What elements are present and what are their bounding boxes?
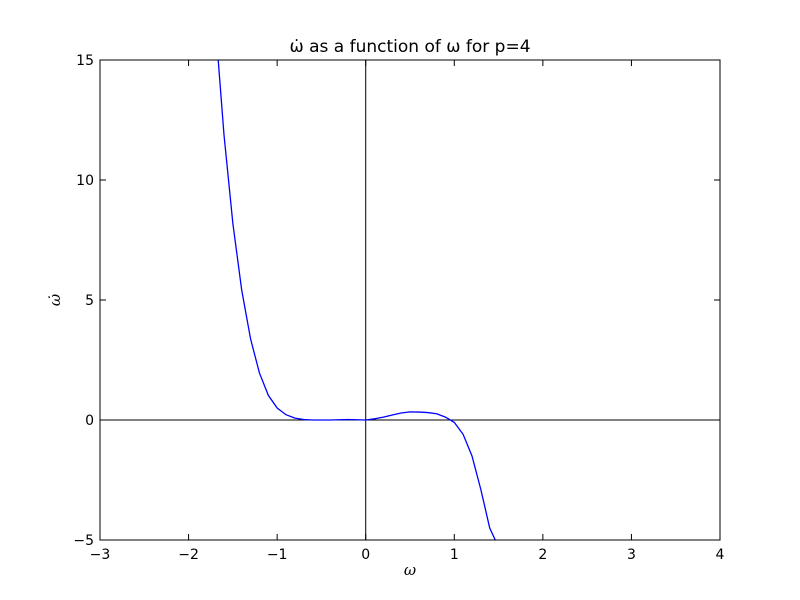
x-axis: −3 −2 −1 0 1 2 3 4	[90, 60, 725, 563]
x-tick-label: 3	[627, 547, 636, 563]
plot-frame	[99, 59, 721, 541]
y-tick-label: −5	[73, 533, 94, 549]
y-axis-label: ω̇	[46, 294, 64, 306]
chart-title: ω̇ as a function of ω for p=4	[289, 37, 530, 57]
y-tick-label: 5	[85, 293, 94, 309]
y-axis: −5 0 5 10 15	[73, 53, 720, 549]
x-tick-label: −1	[267, 547, 288, 563]
x-axis-label: ω	[404, 561, 416, 579]
x-tick-label: 2	[538, 547, 547, 563]
y-tick-label: 10	[76, 173, 94, 189]
x-tick-label: 0	[361, 547, 370, 563]
reference-lines	[100, 60, 720, 540]
y-tick-label: 15	[76, 53, 94, 69]
x-tick-label: 1	[450, 547, 459, 563]
series-layer	[217, 60, 496, 540]
series-line-0	[217, 60, 496, 540]
x-tick-label: 4	[716, 547, 725, 563]
y-tick-label: 0	[85, 413, 94, 429]
x-tick-label: −2	[178, 547, 199, 563]
x-tick-label: −3	[90, 547, 111, 563]
